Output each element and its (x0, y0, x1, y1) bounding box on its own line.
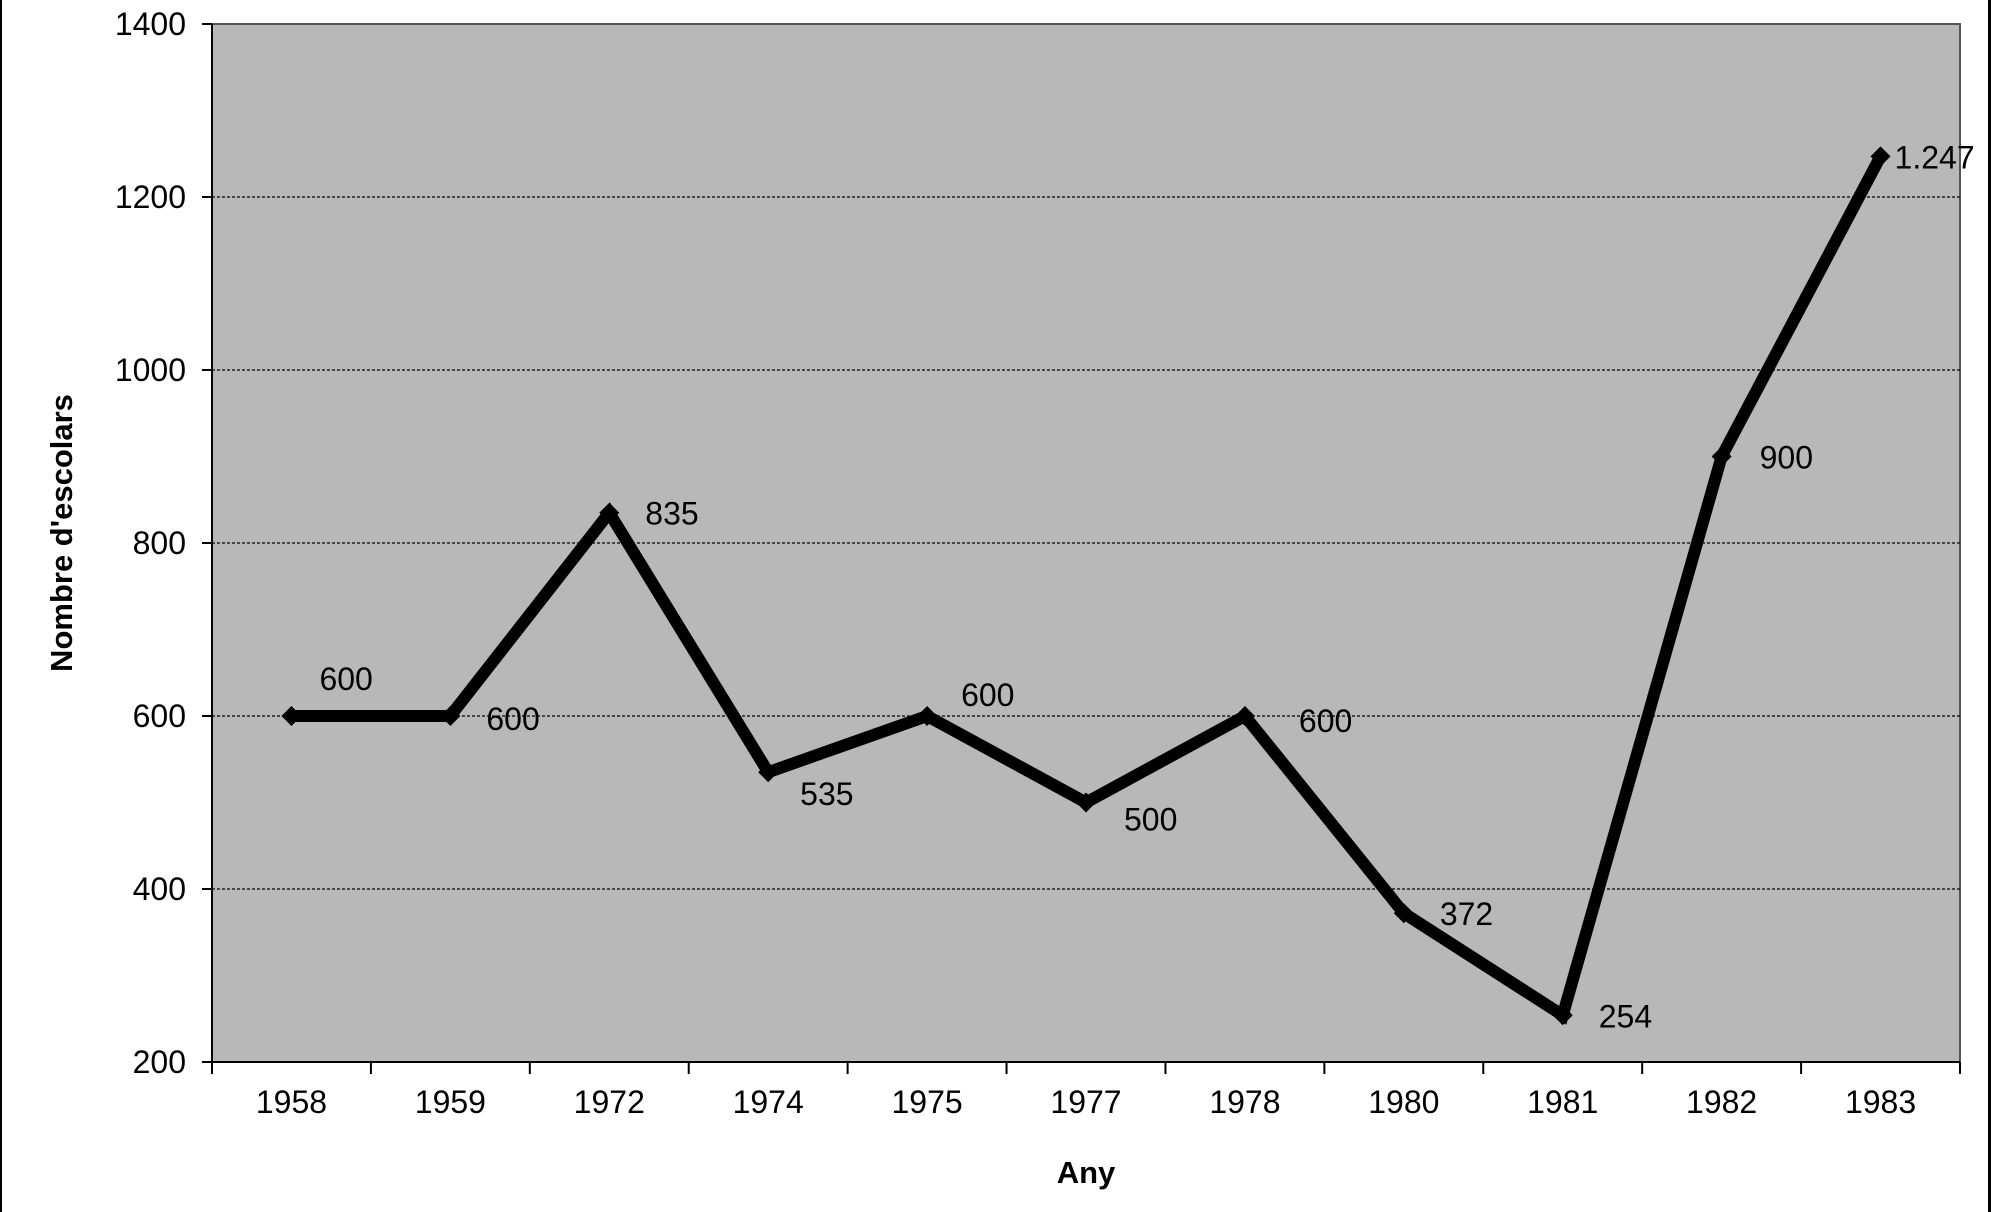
data-label-1983: 1.247 (1895, 139, 1975, 175)
x-tick-label-1978: 1978 (1209, 1084, 1280, 1120)
data-point-1972 (599, 502, 620, 523)
data-label-1980: 372 (1440, 896, 1493, 932)
data-label-1972: 835 (645, 496, 698, 532)
y-tick-label-200: 200 (133, 1044, 186, 1080)
x-tick-label-1981: 1981 (1527, 1084, 1598, 1120)
x-tick-label-1982: 1982 (1686, 1084, 1757, 1120)
x-tick-label-1975: 1975 (891, 1084, 962, 1120)
x-tick-label-1980: 1980 (1368, 1084, 1439, 1120)
x-tick-label-1974: 1974 (733, 1084, 804, 1120)
data-point-1978 (1234, 706, 1255, 726)
x-tick-label-1958: 1958 (256, 1084, 327, 1120)
data-point-1983 (1870, 146, 1891, 167)
y-tick-label-1000: 1000 (115, 352, 186, 388)
gridlines (212, 196, 1960, 890)
data-point-1980 (1393, 903, 1414, 924)
data-point-1975 (917, 706, 938, 726)
y-axis-title: Nombre d'escolars (44, 394, 79, 672)
x-axis-ticks: 1958 1959 1972 1974 1975 1977 1978 1980 1981 1982… (211, 1062, 1961, 1120)
y-axis-ticks: 200 400 600 800 1000 1200 1400 (115, 6, 212, 1080)
y-tick-label-1400: 1400 (115, 6, 186, 42)
data-point-1977 (1076, 792, 1096, 813)
data-label-1977: 500 (1124, 802, 1177, 838)
y-tick-label-800: 800 (133, 525, 186, 561)
x-tick-label-1977: 1977 (1050, 1084, 1121, 1120)
data-point-1982 (1711, 446, 1732, 467)
y-tick-label-1200: 1200 (115, 179, 186, 215)
data-label-1978: 600 (1299, 703, 1352, 739)
data-label-1975: 600 (961, 677, 1014, 713)
data-label-1958: 600 (319, 661, 372, 697)
data-point-1958 (281, 706, 302, 726)
data-label-1959: 600 (486, 701, 539, 737)
y-tick-label-400: 400 (133, 871, 186, 907)
data-point-1981 (1552, 1005, 1573, 1026)
x-tick-label-1959: 1959 (415, 1084, 486, 1120)
data-label-1981: 254 (1599, 998, 1652, 1034)
data-label-1974: 535 (800, 776, 853, 812)
y-tick-label-600: 600 (133, 698, 186, 734)
series-line-group (281, 146, 1891, 1026)
data-point-1974 (758, 762, 779, 783)
x-tick-label-1972: 1972 (574, 1084, 645, 1120)
data-labels: 600 600 835 535 600 500 600 372 254 900 1.247 (319, 139, 1974, 1034)
data-point-1959 (440, 706, 461, 726)
x-axis-title: Any (1057, 1155, 1116, 1190)
x-tick-label-1983: 1983 (1845, 1084, 1916, 1120)
data-label-1982: 900 (1760, 440, 1813, 476)
